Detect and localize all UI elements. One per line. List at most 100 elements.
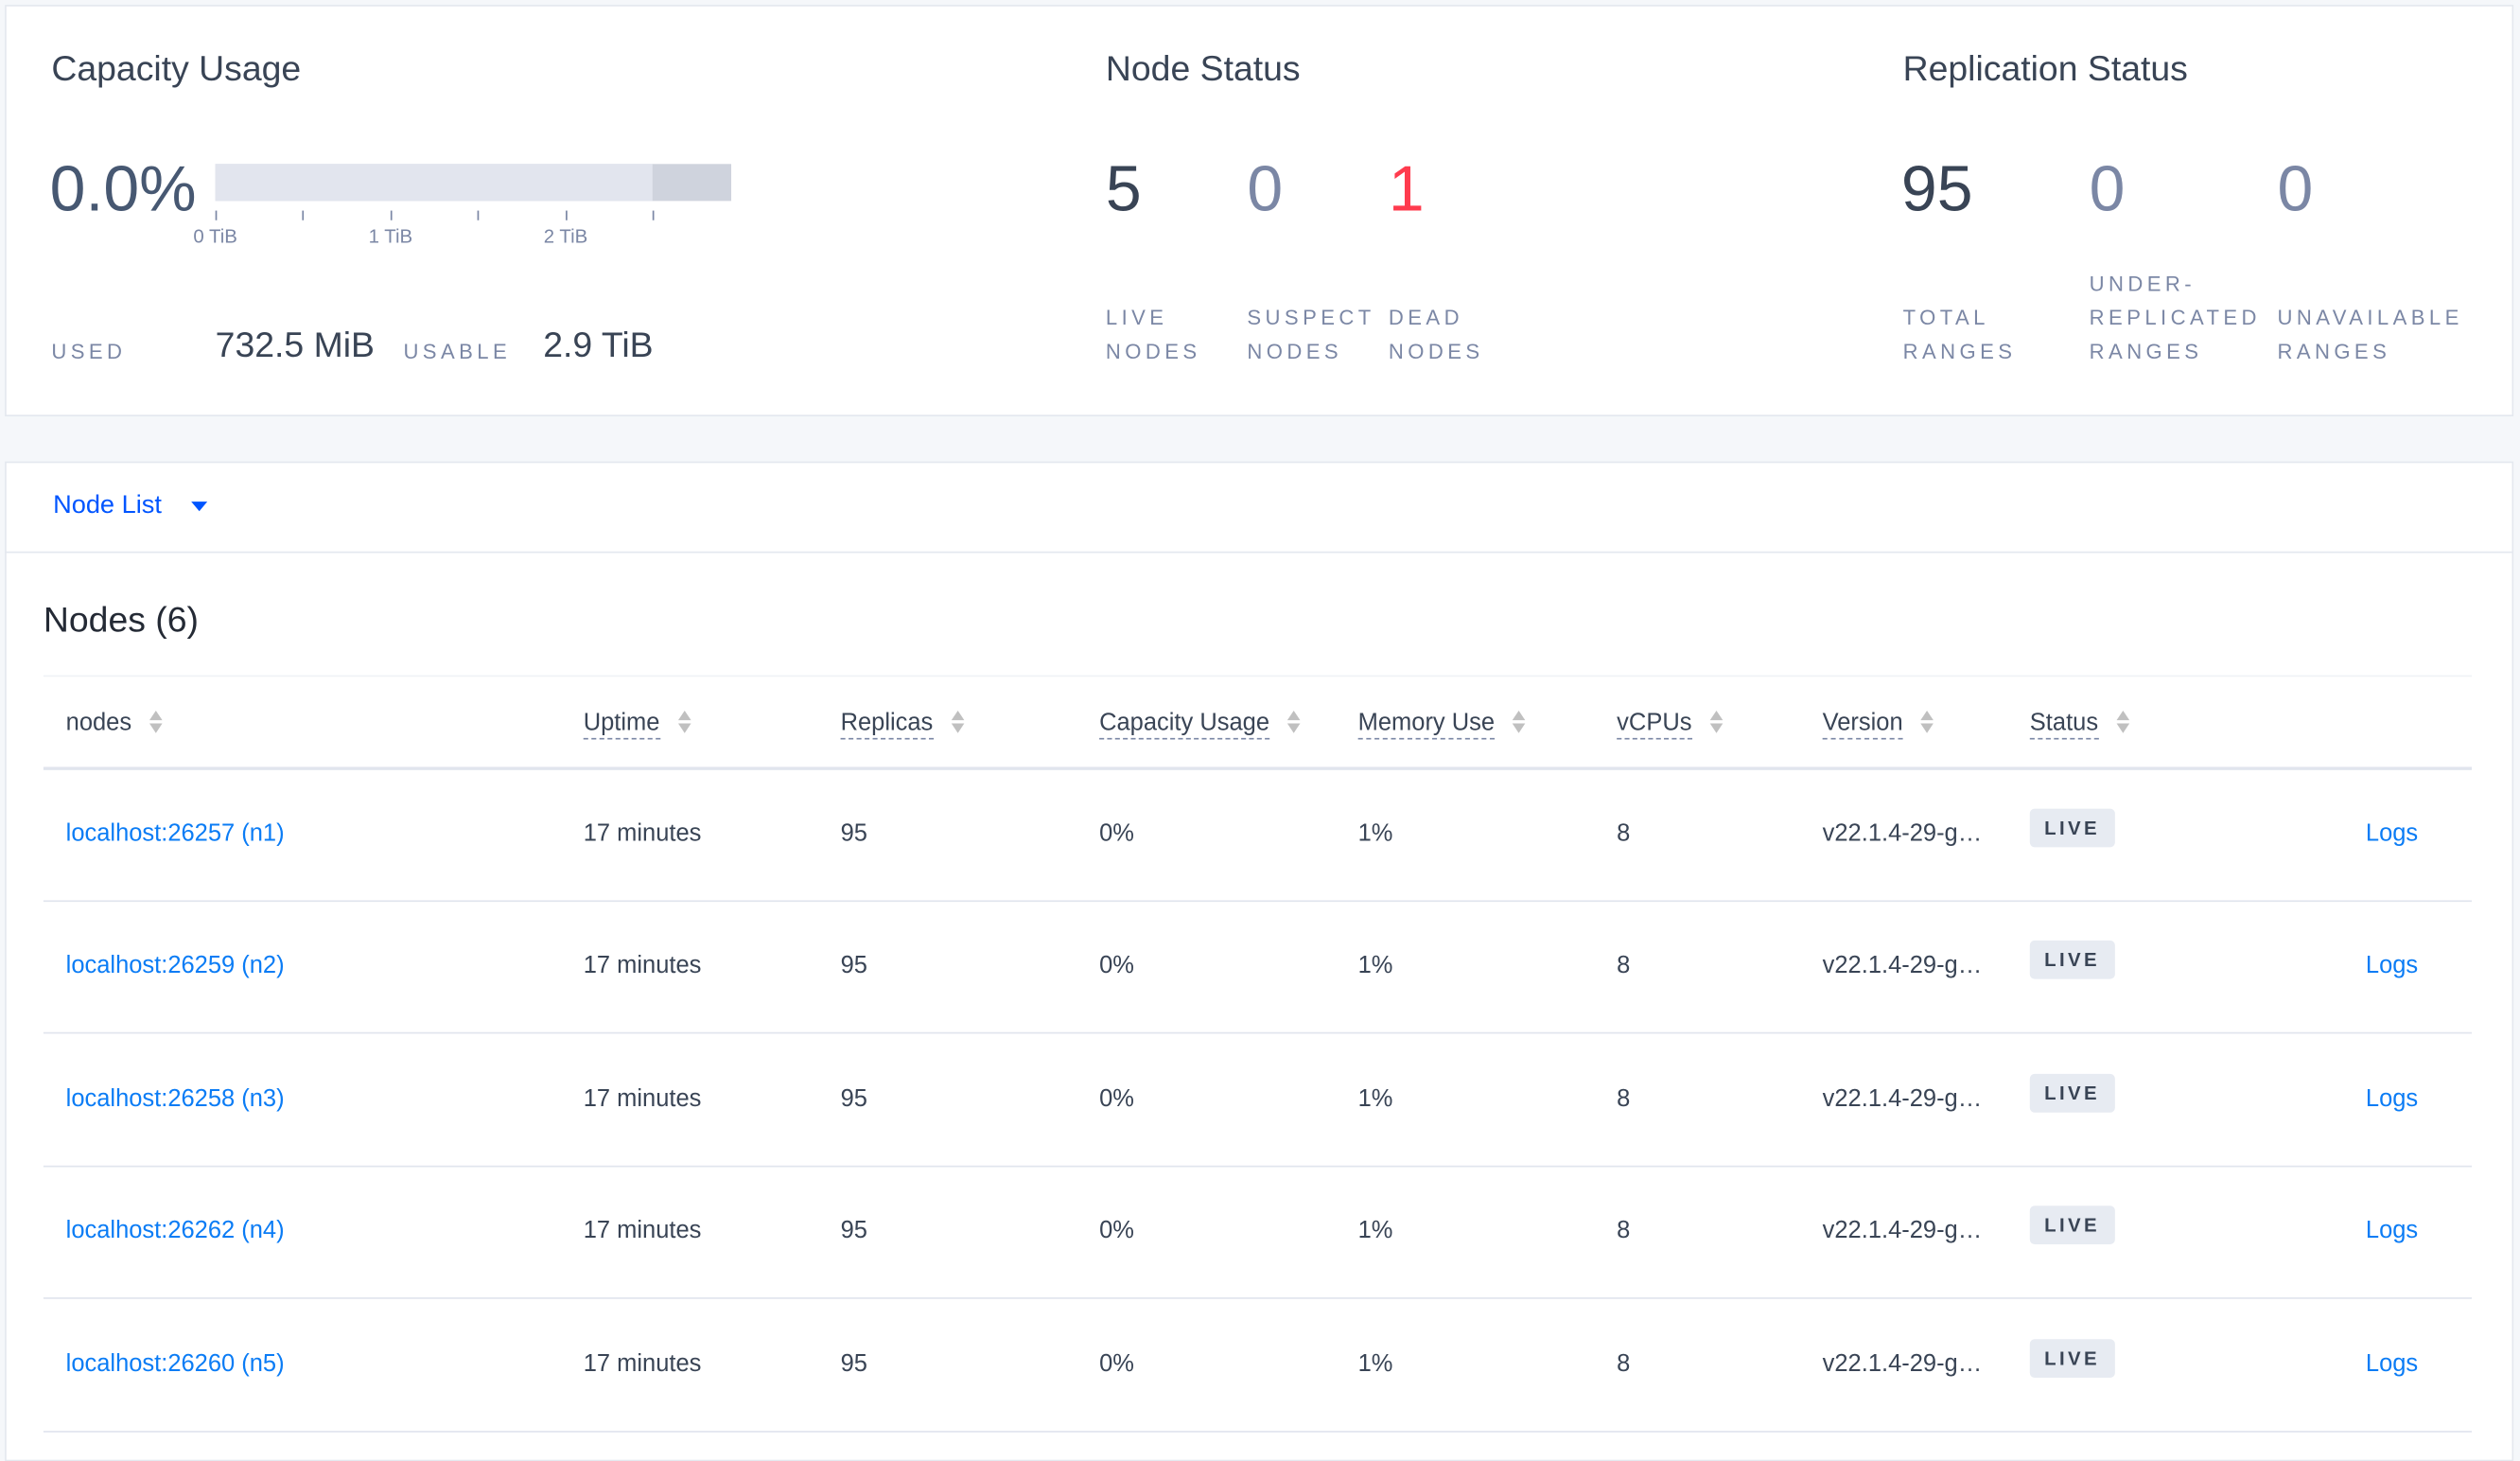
column-header-label: Uptime [583,709,660,740]
status-badge: LIVE [2029,941,2115,980]
axis-tick [215,210,218,220]
logs-link[interactable]: Logs [2365,1217,2419,1245]
sort-icon[interactable] [1512,711,1527,733]
column-header-label: Version [1822,709,1903,740]
logs-link[interactable]: Logs [2365,819,2419,848]
view-select-label: Node List [53,491,162,519]
total-ranges-label: TOTAL RANGES [1903,301,2017,368]
table-row: localhost:26262 (n4) 17 minutes 95 0% 1% 8 v22… [43,1166,2473,1300]
node-link[interactable]: localhost:26262 (n4) [65,1217,285,1245]
column-header-capacity-usage[interactable]: Capacity Usage [1099,709,1302,740]
suspect-nodes-count: 0 [1247,154,1284,225]
under-replicated-count: 0 [2089,154,2126,225]
logs-link[interactable]: Logs [2365,1084,2419,1113]
sort-icon[interactable] [2115,711,2130,733]
node-link[interactable]: localhost:26257 (n1) [65,819,285,848]
replication-status-title: Replication Status [1902,47,2188,89]
cell-capacity: 0% [1099,952,1134,980]
cell-replicas: 95 [840,952,867,980]
cell-version: v22.1.4-29-g… [1822,819,1983,848]
cell-version: v22.1.4-29-g… [1822,1349,1983,1378]
label-line: SUSPECT [1247,305,1375,330]
cell-vcpus: 8 [1617,1217,1631,1245]
column-header-label: Replicas [840,709,934,740]
cell-memory: 1% [1357,819,1393,848]
status-badge: LIVE [2029,1073,2115,1113]
total-ranges-count: 95 [1900,154,1973,225]
sort-icon[interactable] [149,711,164,733]
cell-vcpus: 8 [1617,1084,1631,1113]
table-row: localhost:26257 (n1) 17 minutes 95 0% 1% 8 v22… [43,768,2473,903]
column-header-status[interactable]: Status [2029,709,2130,740]
sort-icon[interactable] [1709,711,1724,733]
header-divider [43,766,2473,769]
suspect-nodes-label: SUSPECT NODES [1247,301,1374,368]
label-line: LIVE [1105,305,1168,330]
status-badge: LIVE [2029,808,2115,848]
unavailable-ranges-count: 0 [2277,154,2314,225]
axis-tick-label: 2 TiB [543,224,588,248]
node-link[interactable]: localhost:26259 (n2) [65,952,285,980]
dead-nodes-label: DEAD NODES [1389,301,1484,368]
live-nodes-count: 5 [1105,154,1142,225]
usable-value: 2.9 TiB [543,325,654,365]
node-status-title: Node Status [1105,47,1301,89]
summary-card [5,5,2514,417]
column-header-label: Capacity Usage [1099,709,1270,740]
column-header-label: nodes [65,709,132,737]
status-badge: LIVE [2029,1206,2115,1245]
cell-uptime: 17 minutes [583,819,702,848]
column-header-version[interactable]: Version [1822,709,1935,740]
cell-uptime: 17 minutes [583,1217,702,1245]
label-line: UNAVAILABLE [2277,305,2463,330]
column-header-label: Status [2029,709,2099,740]
cell-uptime: 17 minutes [583,1349,702,1378]
cell-vcpus: 8 [1617,952,1631,980]
sort-icon[interactable] [1920,711,1934,733]
cell-replicas: 95 [840,1084,867,1113]
cell-uptime: 17 minutes [583,952,702,980]
column-header-label: Memory Use [1357,709,1496,740]
label-line: NODES [1105,339,1201,363]
column-header-vcpus[interactable]: vCPUs [1617,709,1724,740]
usable-label: USABLE [403,339,512,363]
axis-tick [566,210,568,220]
axis-tick [302,210,305,220]
capacity-bar [215,164,732,202]
axis-tick [390,210,393,220]
unavailable-ranges-label: UNAVAILABLE RANGES [2277,301,2462,368]
column-header-replicas[interactable]: Replicas [840,709,966,740]
live-nodes-label: LIVE NODES [1106,301,1201,368]
cell-version: v22.1.4-29-g… [1822,952,1983,980]
status-badge: LIVE [2029,1338,2115,1378]
nodes-heading: Nodes (6) [43,599,199,641]
cell-vcpus: 8 [1617,1349,1631,1378]
node-link[interactable]: localhost:26260 (n5) [65,1349,285,1378]
label-line: UNDER- [2089,272,2196,296]
sort-icon[interactable] [677,711,691,733]
cell-memory: 1% [1357,1217,1393,1245]
logs-link[interactable]: Logs [2365,1349,2419,1378]
cell-capacity: 0% [1099,1217,1134,1245]
view-select-dropdown[interactable]: Node List [53,491,208,521]
sort-icon[interactable] [950,711,965,733]
dead-nodes-count: 1 [1388,154,1425,225]
axis-tick-label: 1 TiB [368,224,413,248]
label-line: RANGES [2089,339,2203,363]
column-header-label: vCPUs [1617,709,1692,740]
sort-icon[interactable] [1286,711,1302,733]
label-line: REPLICATED [2089,305,2261,330]
column-header-memory-use[interactable]: Memory Use [1357,709,1527,740]
cell-replicas: 95 [840,1349,867,1378]
logs-link[interactable]: Logs [2365,952,2419,980]
node-link[interactable]: localhost:26258 (n3) [65,1084,285,1113]
axis-tick-label: 0 TiB [193,224,237,248]
column-header-nodes[interactable]: nodes [66,709,164,736]
divider [43,675,2473,678]
under-replicated-label: UNDER- REPLICATED RANGES [2090,267,2261,368]
axis-tick [652,210,655,220]
column-header-uptime[interactable]: Uptime [583,709,692,740]
label-line: RANGES [1902,339,2017,363]
cell-memory: 1% [1357,1349,1393,1378]
cell-version: v22.1.4-29-g… [1822,1217,1983,1245]
